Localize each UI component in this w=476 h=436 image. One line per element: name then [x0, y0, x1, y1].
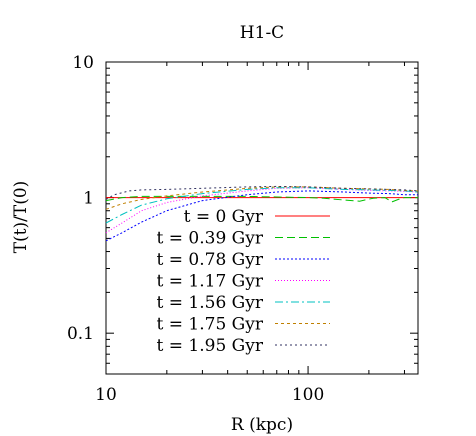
y-axis-label: T(t)/T(0) — [11, 181, 31, 254]
y-tick-label: 0.1 — [67, 324, 94, 344]
x-tick-label: 100 — [292, 385, 324, 405]
legend-label: t = 0.39 Gyr — [157, 229, 264, 249]
legend-label: t = 1.17 Gyr — [157, 272, 264, 292]
y-tick-label: 1 — [83, 189, 94, 209]
legend-label: t = 1.75 Gyr — [157, 315, 264, 335]
series-line — [105, 186, 419, 210]
series-line — [105, 185, 419, 200]
y-tick-label: 10 — [72, 53, 94, 73]
legend-label: t = 0 Gyr — [184, 207, 264, 227]
legend-label: t = 0.78 Gyr — [157, 250, 264, 270]
series-line — [105, 190, 418, 242]
axis-ticks: 10 100 0.1 1 10 — [67, 53, 418, 405]
legend-label: t = 1.56 Gyr — [157, 293, 264, 313]
series-line — [105, 187, 419, 224]
series-line — [105, 195, 418, 203]
plot-frame — [105, 61, 419, 375]
chart-title: H1-C — [240, 23, 284, 43]
series-layer — [105, 185, 419, 242]
x-tick-label: 10 — [95, 385, 117, 405]
legend-label: t = 1.95 Gyr — [157, 336, 264, 356]
x-axis-label: R (kpc) — [231, 415, 293, 435]
